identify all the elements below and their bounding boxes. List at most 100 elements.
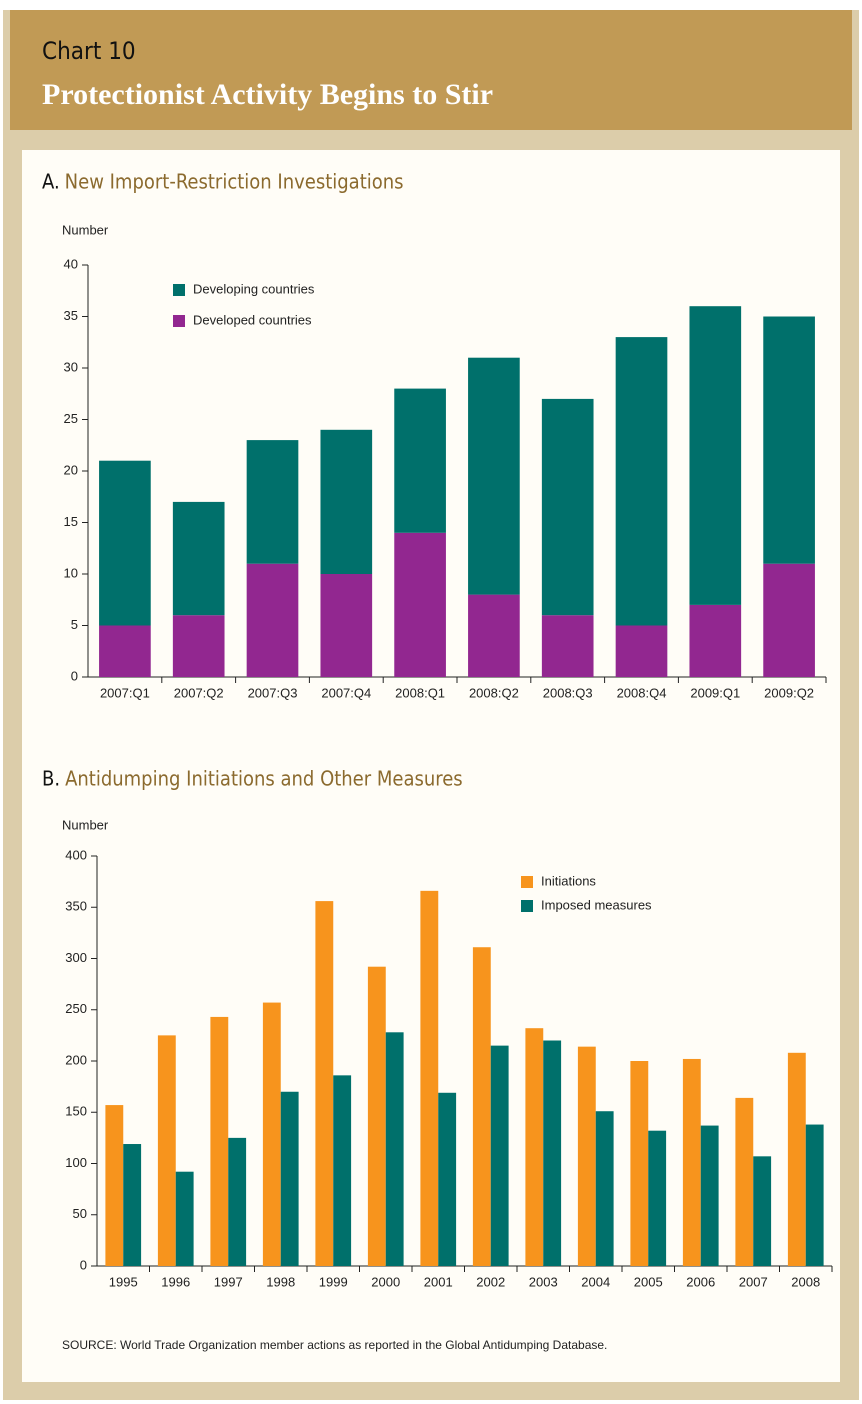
x-tick-label: 2009:Q1 bbox=[690, 685, 740, 700]
y-tick-label: 200 bbox=[65, 1052, 87, 1067]
bar-segment bbox=[320, 429, 373, 574]
x-tick-label: 2006 bbox=[686, 1274, 715, 1289]
bar-segment bbox=[763, 316, 815, 564]
bar bbox=[123, 1144, 142, 1266]
bar-segment bbox=[320, 574, 373, 677]
y-tick-label: 40 bbox=[64, 256, 78, 271]
bar bbox=[157, 1035, 176, 1266]
legend-swatch bbox=[521, 876, 533, 888]
legend-label: Developing countries bbox=[193, 281, 315, 296]
x-tick-label: 1995 bbox=[109, 1274, 138, 1289]
x-tick-label: 2002 bbox=[476, 1274, 505, 1289]
x-tick-label: 2007:Q1 bbox=[100, 685, 150, 700]
y-tick-label: 0 bbox=[71, 668, 78, 683]
legend-swatch bbox=[173, 284, 185, 296]
bar bbox=[735, 1097, 754, 1266]
x-tick-label: 2007 bbox=[739, 1274, 768, 1289]
x-tick-label: 1998 bbox=[266, 1274, 295, 1289]
bar-segment bbox=[246, 563, 299, 677]
bar-segment bbox=[172, 615, 225, 677]
bar bbox=[525, 1028, 544, 1266]
bar bbox=[333, 1075, 352, 1266]
chart-title: Protectionist Activity Begins to Stir bbox=[42, 78, 493, 111]
legend-swatch bbox=[173, 315, 185, 327]
x-tick-label: 2001 bbox=[424, 1274, 453, 1289]
bar bbox=[210, 1016, 229, 1266]
bar bbox=[438, 1092, 457, 1266]
legend-label: Initiations bbox=[541, 873, 596, 888]
y-tick-label: 25 bbox=[64, 411, 78, 426]
bar bbox=[472, 947, 491, 1266]
source: SOURCE: World Trade Organization member … bbox=[62, 1338, 607, 1352]
bar bbox=[262, 1002, 281, 1266]
panel-title: Antidumping Initiations and Other Measur… bbox=[65, 767, 463, 791]
bar-segment bbox=[468, 594, 520, 677]
y-tick-label: 15 bbox=[64, 514, 78, 529]
bar-segment bbox=[468, 357, 520, 595]
bar bbox=[315, 901, 334, 1266]
bar-segment bbox=[394, 388, 446, 533]
x-tick-label: 2000 bbox=[371, 1274, 400, 1289]
bar bbox=[228, 1137, 247, 1266]
x-tick-label: 2007:Q4 bbox=[321, 685, 371, 700]
y-tick-label: 30 bbox=[64, 359, 78, 374]
bar-segment bbox=[394, 532, 446, 677]
x-tick-label: 2005 bbox=[634, 1274, 663, 1289]
bar-segment bbox=[99, 460, 151, 626]
bar bbox=[420, 890, 439, 1266]
bar bbox=[805, 1124, 824, 1266]
bar-segment bbox=[541, 398, 594, 616]
x-tick-label: 2009:Q2 bbox=[764, 685, 814, 700]
x-tick-label: 2007:Q2 bbox=[174, 685, 224, 700]
y-tick-label: 35 bbox=[64, 308, 78, 323]
bar-segment bbox=[689, 306, 742, 605]
legend-swatch bbox=[521, 900, 533, 912]
bar bbox=[753, 1156, 772, 1266]
y-tick-label: 300 bbox=[65, 950, 87, 965]
y-tick-label: 150 bbox=[65, 1104, 87, 1119]
bar bbox=[543, 1040, 562, 1266]
bar bbox=[385, 1032, 404, 1266]
x-tick-label: 1997 bbox=[214, 1274, 243, 1289]
bar-segment bbox=[172, 501, 225, 616]
y-tick-label: 10 bbox=[64, 565, 78, 580]
y-tick-label: 0 bbox=[80, 1257, 87, 1272]
bar bbox=[630, 1061, 649, 1266]
x-tick-label: 1999 bbox=[319, 1274, 348, 1289]
y-tick-label: 100 bbox=[65, 1155, 87, 1170]
y-tick-label: 20 bbox=[64, 462, 78, 477]
y-tick-label: 400 bbox=[65, 847, 87, 862]
bar bbox=[682, 1058, 701, 1266]
bar bbox=[700, 1125, 719, 1266]
y-axis-label: Number bbox=[62, 817, 109, 832]
x-tick-label: 2008:Q1 bbox=[395, 685, 445, 700]
bar bbox=[648, 1130, 667, 1266]
y-tick-label: 50 bbox=[73, 1206, 87, 1221]
y-tick-label: 350 bbox=[65, 899, 87, 914]
bar-segment bbox=[763, 563, 815, 677]
x-tick-label: 1996 bbox=[161, 1274, 190, 1289]
bar bbox=[105, 1105, 124, 1266]
x-tick-label: 2004 bbox=[581, 1274, 610, 1289]
legend-label: Imposed measures bbox=[541, 897, 652, 912]
bar-segment bbox=[615, 625, 668, 677]
panel-label: B. bbox=[42, 767, 60, 791]
bar bbox=[175, 1171, 194, 1266]
bar bbox=[595, 1111, 614, 1266]
chart-number: Chart 10 bbox=[42, 37, 136, 65]
bar bbox=[577, 1046, 596, 1266]
header-band bbox=[10, 10, 852, 130]
x-tick-label: 2008 bbox=[791, 1274, 820, 1289]
panel-title: New Import-Restriction Investigations bbox=[65, 170, 404, 194]
bar-segment bbox=[615, 337, 668, 626]
y-tick-label: 250 bbox=[65, 1001, 87, 1016]
panel-label: A. bbox=[42, 170, 60, 194]
x-tick-label: 2008:Q2 bbox=[469, 685, 519, 700]
bar bbox=[787, 1052, 806, 1266]
y-tick-label: 5 bbox=[71, 617, 78, 632]
bar-segment bbox=[541, 615, 594, 677]
x-tick-label: 2008:Q4 bbox=[617, 685, 667, 700]
x-tick-label: 2003 bbox=[529, 1274, 558, 1289]
